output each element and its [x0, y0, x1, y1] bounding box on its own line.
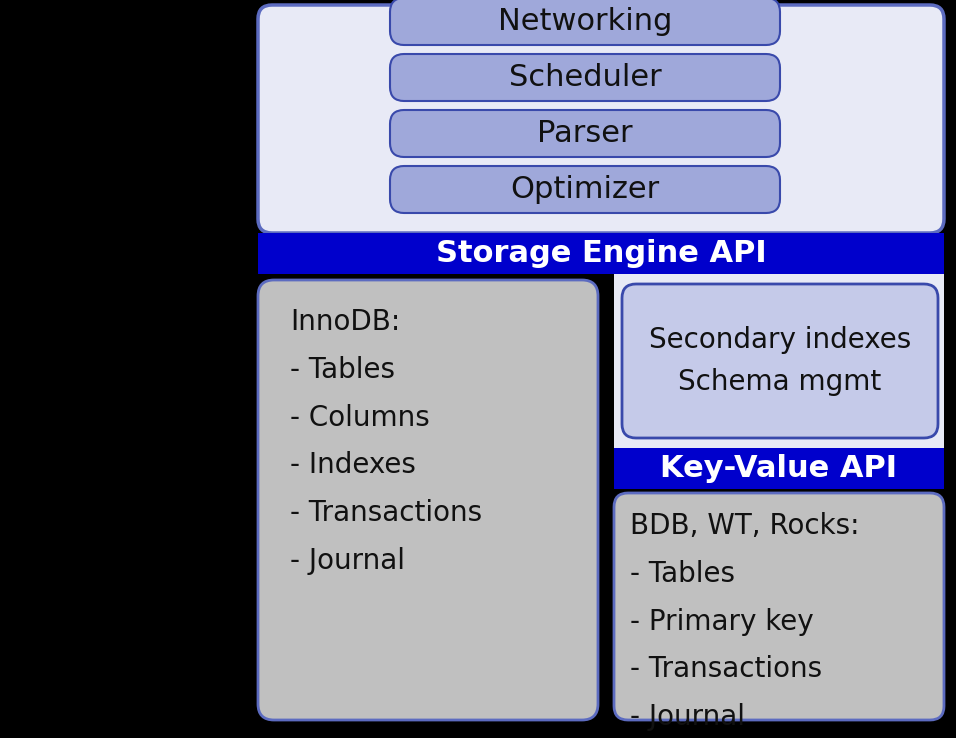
Bar — [614, 274, 944, 448]
FancyBboxPatch shape — [390, 166, 780, 213]
Text: Secondary indexes
Schema mgmt: Secondary indexes Schema mgmt — [649, 326, 911, 396]
Bar — [258, 233, 944, 274]
FancyBboxPatch shape — [614, 493, 944, 720]
Text: BDB, WT, Rocks:
- Tables
- Primary key
- Transactions
- Journal: BDB, WT, Rocks: - Tables - Primary key -… — [630, 512, 859, 731]
Text: Parser: Parser — [537, 119, 633, 148]
Text: Storage Engine API: Storage Engine API — [436, 239, 767, 268]
Text: Networking: Networking — [498, 7, 672, 36]
FancyBboxPatch shape — [390, 0, 780, 45]
Bar — [614, 448, 944, 489]
FancyBboxPatch shape — [390, 110, 780, 157]
Text: Key-Value API: Key-Value API — [661, 454, 898, 483]
FancyBboxPatch shape — [258, 5, 944, 233]
Text: Optimizer: Optimizer — [511, 175, 660, 204]
FancyBboxPatch shape — [258, 280, 598, 720]
Text: InnoDB:
- Tables
- Columns
- Indexes
- Transactions
- Journal: InnoDB: - Tables - Columns - Indexes - T… — [290, 308, 482, 575]
FancyBboxPatch shape — [390, 54, 780, 101]
FancyBboxPatch shape — [622, 284, 938, 438]
Text: Scheduler: Scheduler — [509, 63, 662, 92]
